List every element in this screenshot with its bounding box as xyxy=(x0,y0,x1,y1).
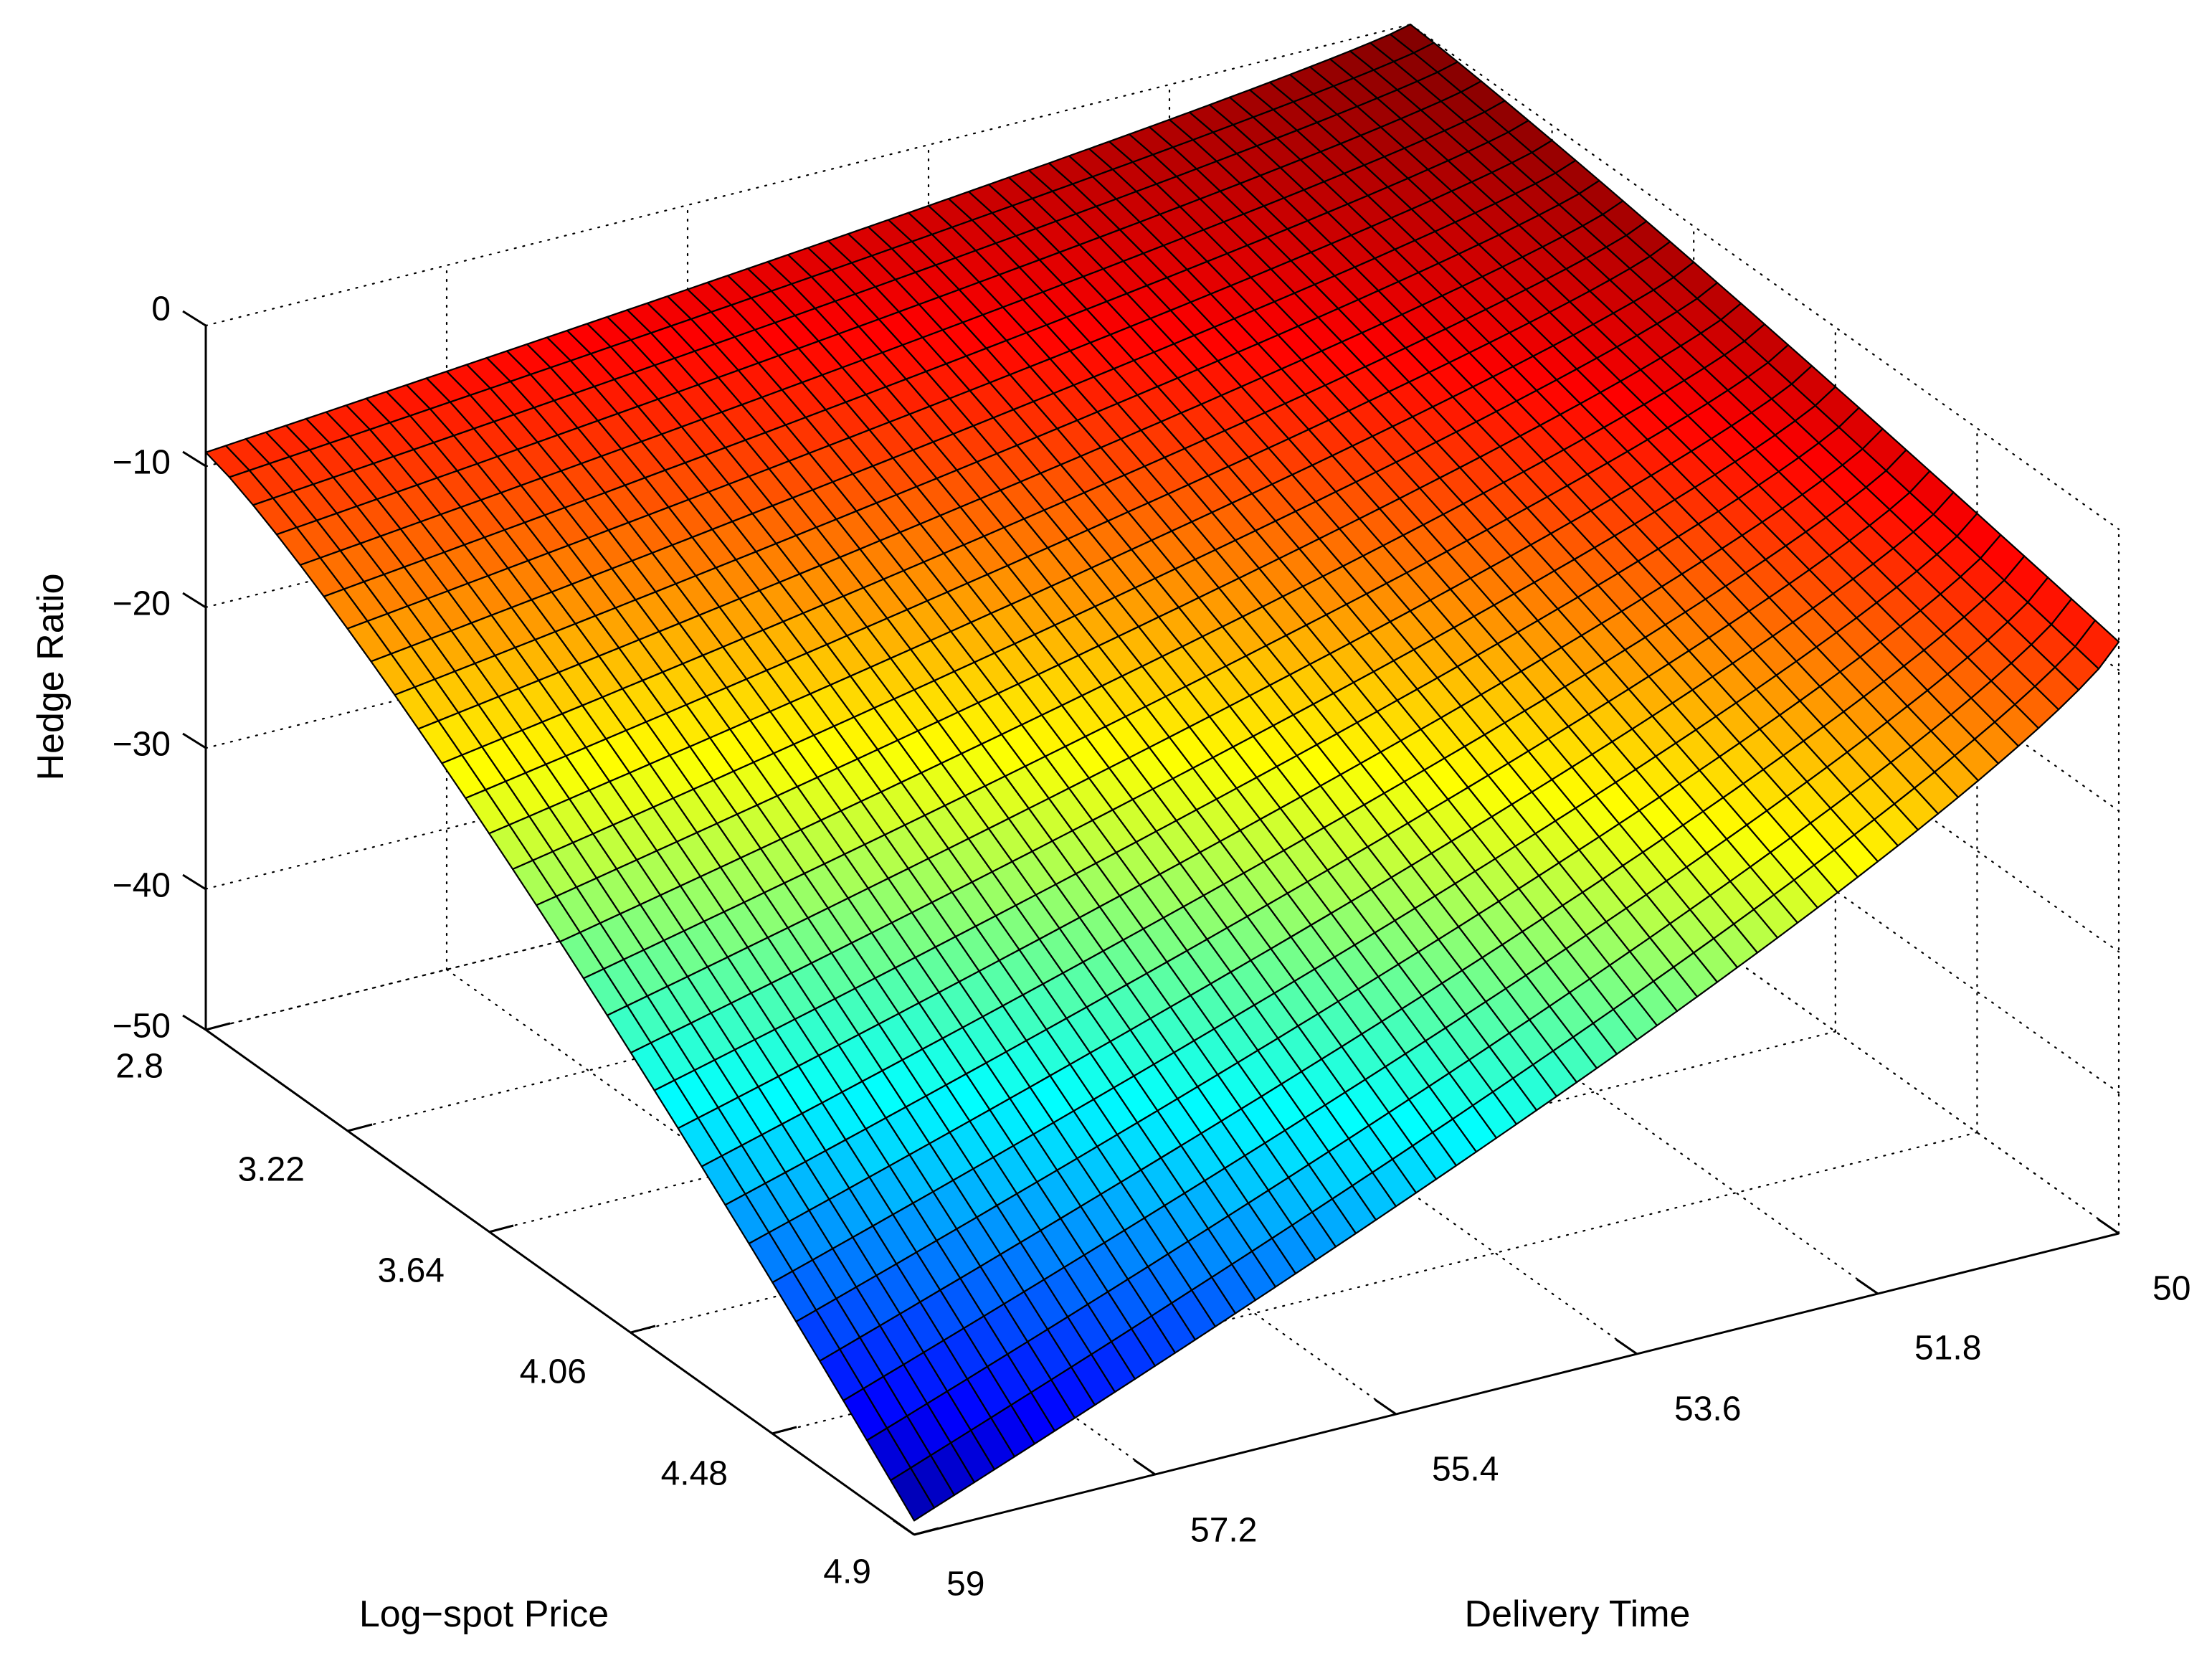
z-tick-label: −10 xyxy=(113,444,171,482)
z-tick-mark xyxy=(182,1014,207,1031)
grid-line xyxy=(686,908,1397,1416)
z-tick-label: −30 xyxy=(113,726,171,764)
surface-patch xyxy=(2074,619,2120,670)
grid-line xyxy=(927,848,1638,1355)
z-tick-label: 0 xyxy=(151,290,171,328)
z-tick-mark xyxy=(182,592,207,609)
y-tick-mark xyxy=(913,1527,939,1536)
x-tick-label: 59 xyxy=(946,1565,984,1603)
x-tick-label: 51.8 xyxy=(1914,1330,1981,1368)
x-tick-mark xyxy=(2097,1218,2120,1235)
z-tick-mark xyxy=(182,732,207,749)
y-tick-label: 3.64 xyxy=(378,1252,445,1290)
y-tick-mark xyxy=(205,1022,231,1031)
axis-ticks xyxy=(182,310,2120,1536)
y-axis-title: Log−spot Price xyxy=(359,1593,609,1635)
x-tick-label: 57.2 xyxy=(1190,1512,1257,1550)
x-tick-label: 53.6 xyxy=(1674,1391,1741,1429)
x-axis-title: Delivery Time xyxy=(1465,1593,1691,1635)
z-tick-label: −20 xyxy=(113,585,171,623)
y-tick-mark xyxy=(630,1325,656,1334)
y-tick-label: 4.06 xyxy=(520,1353,587,1391)
y-tick-mark xyxy=(347,1123,373,1132)
y-tick-label: 4.9 xyxy=(823,1553,871,1591)
grid-line xyxy=(204,23,1412,327)
z-tick-mark xyxy=(182,873,207,891)
grid-line xyxy=(1409,23,2120,531)
z-tick-label: −40 xyxy=(113,867,171,905)
x-tick-label: 55.4 xyxy=(1432,1451,1499,1489)
x-tick-mark xyxy=(1856,1278,1879,1295)
y-tick-label: 4.48 xyxy=(661,1455,728,1493)
axes xyxy=(204,326,2120,1536)
z-axis-title: Hedge Ratio xyxy=(30,573,72,780)
y-tick-mark xyxy=(488,1224,514,1233)
grid-line xyxy=(1409,446,2120,953)
z-tick-mark xyxy=(182,450,207,468)
surface xyxy=(204,23,2120,1522)
z-tick-label: −50 xyxy=(113,1008,171,1046)
y-tick-mark xyxy=(772,1426,797,1435)
grid-line xyxy=(1409,727,2120,1235)
y-axis-line xyxy=(205,1028,915,1536)
x-tick-mark xyxy=(1375,1398,1397,1416)
y-tick-label: 2.8 xyxy=(115,1048,163,1086)
axis-labels: −50 −40 −30 −20 −10 0 2.8 3.22 3.64 4.06… xyxy=(30,290,2190,1635)
y-tick-label: 3.22 xyxy=(238,1151,305,1189)
x-axis-line xyxy=(913,1232,2120,1536)
x-tick-mark xyxy=(1615,1338,1638,1355)
x-tick-mark xyxy=(1134,1459,1156,1476)
grid-line xyxy=(1409,587,2120,1094)
z-tick-mark xyxy=(182,310,207,327)
x-tick-mark xyxy=(893,1519,915,1536)
grid-line xyxy=(1168,787,1879,1295)
x-tick-label: 50 xyxy=(2152,1270,2190,1308)
